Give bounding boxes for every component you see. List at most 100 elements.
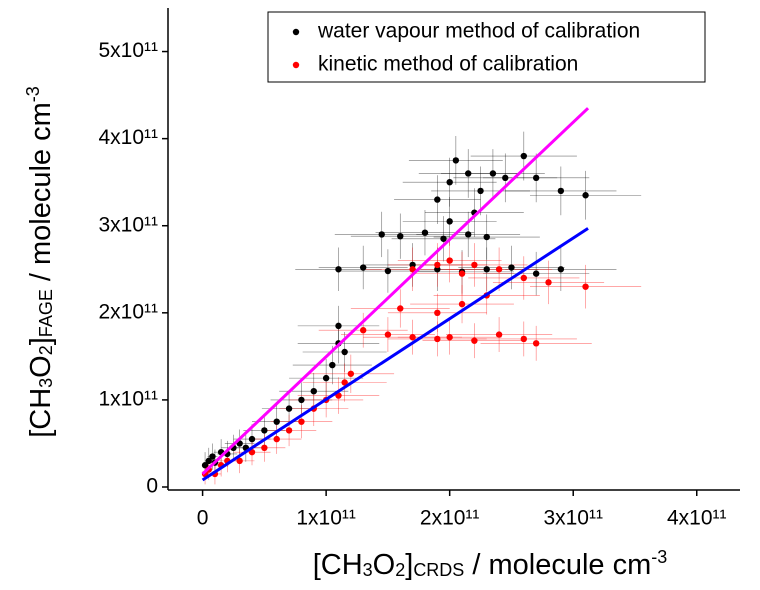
y-axis-label-part: 2	[36, 345, 56, 355]
point	[471, 337, 478, 344]
x-axis-label-part: -3	[651, 547, 667, 567]
point	[248, 435, 256, 443]
point	[508, 264, 515, 271]
point	[495, 266, 503, 273]
y-tick-label: 2x10¹¹	[98, 300, 158, 323]
legend-box	[267, 11, 706, 83]
fit-line	[201, 107, 590, 476]
point	[489, 170, 497, 177]
point	[495, 331, 503, 338]
point	[359, 264, 367, 271]
point	[458, 300, 466, 308]
y-tick-label: 4x10¹¹	[98, 126, 158, 149]
point	[483, 233, 490, 241]
y-tick-label: 5x10¹¹	[98, 39, 158, 62]
legend-marker	[292, 28, 300, 36]
point	[201, 462, 209, 469]
point	[557, 187, 565, 195]
point	[582, 192, 589, 199]
x-axis-label-part: ]	[405, 549, 413, 581]
point	[434, 261, 441, 269]
y-tick-label: 0	[146, 475, 158, 498]
point	[285, 405, 293, 412]
point	[532, 340, 540, 347]
y-axis-label-part: FAGE	[36, 289, 56, 337]
x-tick-label: 4x10¹¹	[667, 507, 727, 530]
point	[236, 457, 243, 465]
point	[465, 231, 472, 238]
point	[452, 157, 460, 164]
x-tick-label: 2x10¹¹	[420, 507, 480, 530]
point	[261, 427, 268, 434]
point	[446, 218, 453, 225]
point	[465, 170, 472, 177]
x-axis-label-part: 2	[395, 560, 405, 580]
point	[409, 334, 416, 341]
point	[298, 418, 305, 425]
point	[434, 335, 441, 343]
point	[458, 270, 466, 277]
x-axis-label-part: CRDS	[413, 560, 464, 580]
point	[310, 388, 317, 395]
y-axis-label-part: / molecule cm	[25, 102, 57, 289]
x-tick-label: 0	[197, 507, 209, 530]
legend-marker	[292, 61, 300, 69]
point	[520, 335, 528, 343]
point	[384, 331, 392, 338]
point	[205, 457, 212, 465]
y-tick-label: 3x10¹¹	[98, 213, 158, 236]
y-axis-label-part: ]	[25, 337, 57, 345]
point	[446, 178, 453, 186]
point	[434, 196, 441, 203]
point	[434, 309, 441, 317]
point	[545, 279, 552, 286]
point	[285, 427, 293, 434]
point	[446, 257, 453, 264]
x-axis-label-part: 3	[363, 560, 373, 580]
point	[341, 348, 348, 356]
point	[341, 379, 348, 386]
x-axis-label: [CH3O2]CRDS / molecule cm-3	[313, 547, 668, 581]
point	[261, 444, 268, 452]
point	[359, 327, 367, 334]
point	[298, 396, 305, 404]
point	[209, 453, 216, 460]
point	[409, 266, 416, 273]
y-tick-label: 1x10¹¹	[98, 387, 158, 410]
point	[347, 370, 355, 377]
point	[532, 174, 540, 182]
point	[329, 361, 336, 369]
y-axis-label-part: 3	[36, 378, 56, 388]
point	[446, 334, 453, 341]
legend-label: water vapour method of calibration	[317, 20, 640, 43]
point	[397, 305, 404, 312]
point	[322, 374, 330, 382]
y-axis-label-part: [CH	[25, 388, 57, 438]
point	[384, 267, 392, 275]
point	[440, 235, 447, 242]
point	[502, 174, 509, 182]
point	[520, 274, 528, 282]
y-axis-label: [CH3O2]FAGE / molecule cm-3	[23, 86, 57, 438]
x-tick-label: 1x10¹¹	[296, 507, 356, 530]
y-axis-label-part: O	[25, 355, 57, 378]
x-tick-label: 3x10¹¹	[543, 507, 603, 530]
x-axis-label-part: [CH	[313, 549, 363, 581]
point	[378, 231, 385, 238]
point	[520, 152, 528, 160]
point	[532, 270, 540, 277]
point	[483, 266, 490, 273]
point	[477, 187, 484, 195]
fit-line	[201, 227, 589, 482]
point	[582, 283, 589, 290]
point	[273, 435, 280, 443]
x-axis-label-part: O	[373, 549, 396, 581]
point	[273, 418, 280, 425]
x-axis-label-part: / molecule cm	[464, 549, 651, 581]
point	[335, 266, 342, 273]
y-axis-label-part: -3	[23, 86, 43, 102]
point	[557, 266, 565, 273]
point	[471, 261, 478, 269]
